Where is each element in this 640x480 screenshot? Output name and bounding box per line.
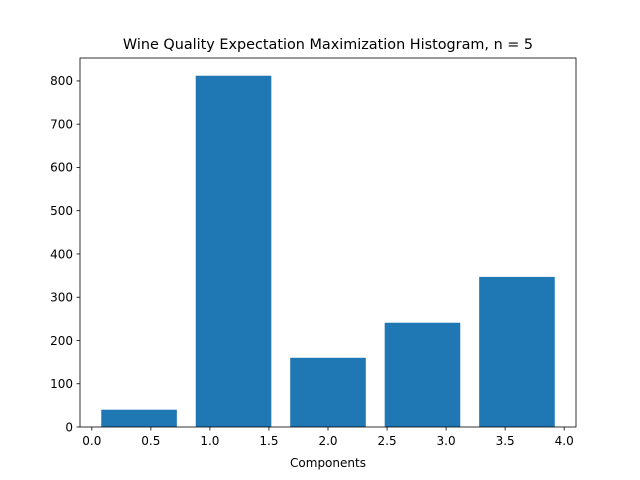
x-tick-label: 3.5 — [496, 434, 515, 448]
y-tick-label: 700 — [50, 117, 73, 131]
chart-title: Wine Quality Expectation Maximization Hi… — [123, 37, 533, 53]
bar-1 — [101, 409, 177, 427]
y-tick-label: 500 — [50, 204, 73, 218]
y-tick-label: 600 — [50, 161, 73, 175]
bar-5 — [479, 276, 555, 427]
x-tick-label: 1.0 — [200, 434, 219, 448]
y-tick-label: 400 — [50, 247, 73, 261]
y-tick-label: 100 — [50, 377, 73, 391]
bar-3 — [290, 357, 366, 427]
y-tick-label: 200 — [50, 334, 73, 348]
y-axis-ticks: 0 100 200 300 400 500 600 700 800 — [50, 74, 80, 434]
x-axis-ticks: 0.0 0.5 1.0 1.5 2.0 2.5 3.0 3.5 4.0 — [82, 427, 574, 448]
y-tick-label: 800 — [50, 74, 73, 88]
x-tick-label: 2.0 — [318, 434, 337, 448]
y-tick-label: 300 — [50, 291, 73, 305]
x-axis-label: Components — [290, 456, 366, 470]
bar-4 — [384, 322, 461, 427]
x-tick-label: 1.5 — [259, 434, 278, 448]
x-tick-label: 3.0 — [437, 434, 456, 448]
y-tick-label: 0 — [65, 420, 73, 434]
x-tick-label: 0.0 — [82, 434, 101, 448]
plot-frame — [79, 57, 577, 428]
x-tick-label: 0.5 — [141, 434, 160, 448]
bars-group — [101, 75, 555, 428]
x-tick-label: 2.5 — [378, 434, 397, 448]
x-tick-label: 4.0 — [555, 434, 574, 448]
bar-2 — [195, 75, 272, 428]
